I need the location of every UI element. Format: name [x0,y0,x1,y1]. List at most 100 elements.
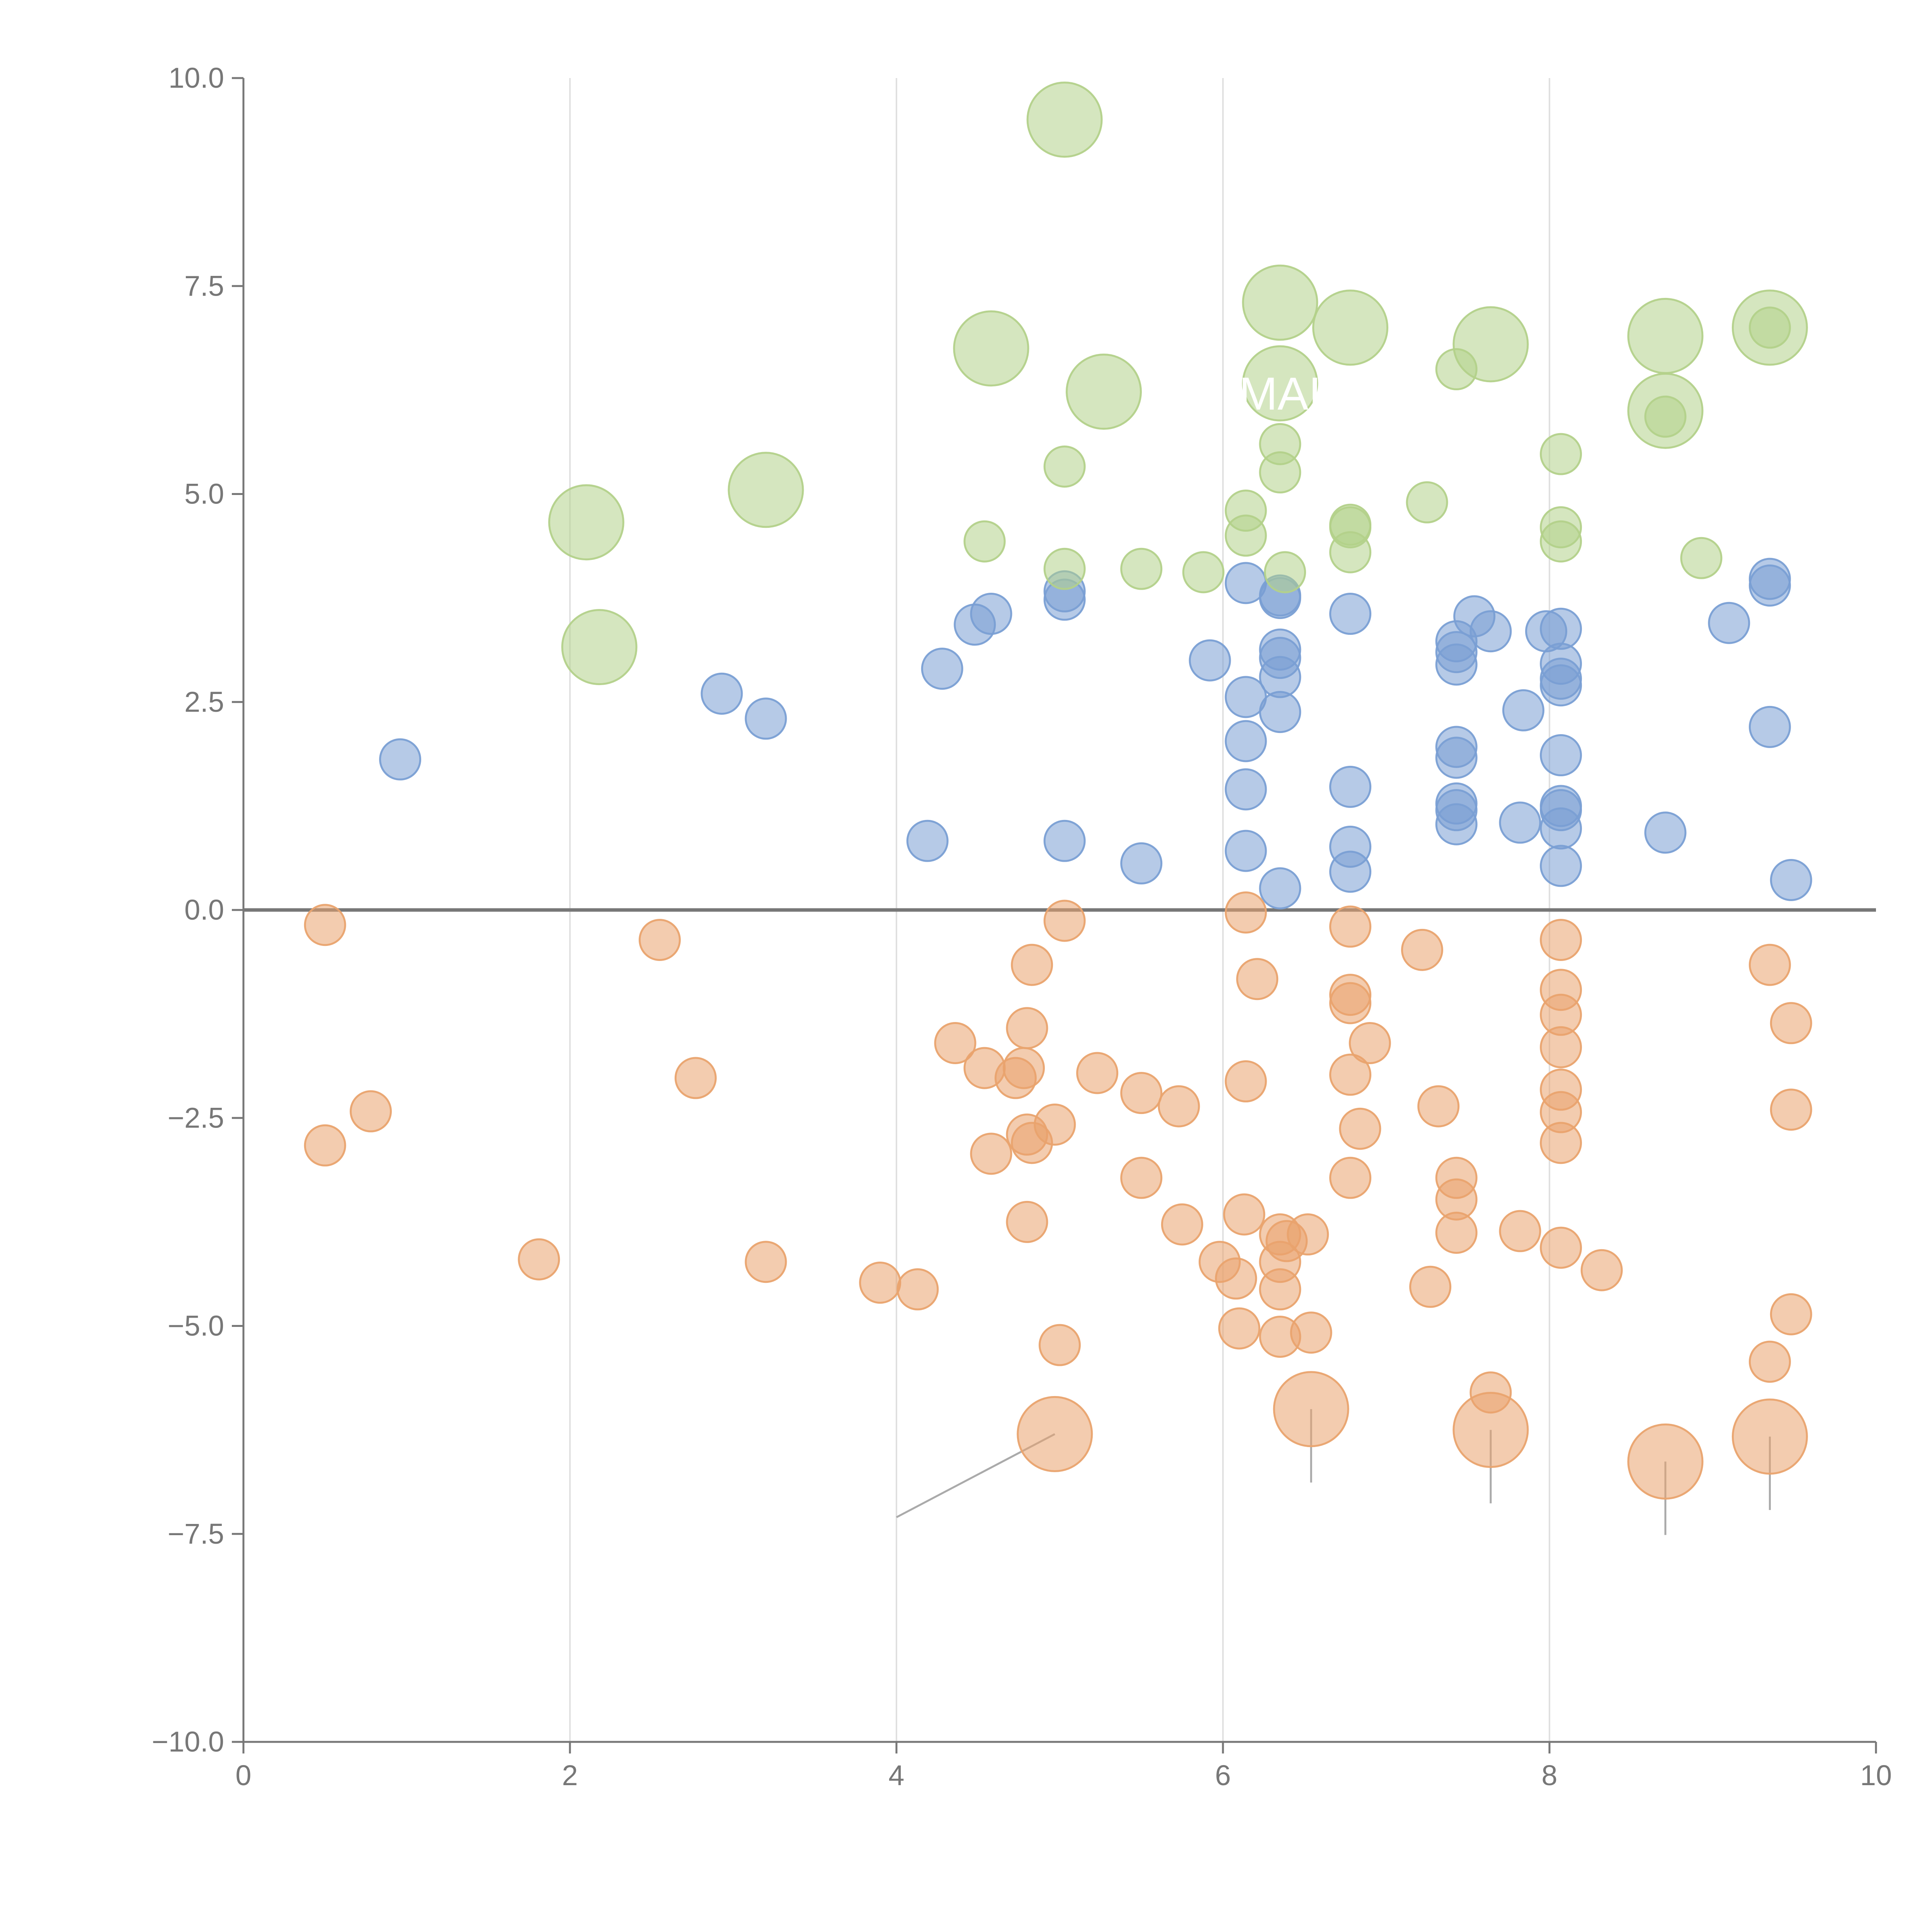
point-orange [1771,1003,1811,1043]
point-orange [1219,1308,1259,1349]
point-green-large [1454,307,1528,381]
point-green [1541,521,1581,561]
point-green-large [1628,299,1702,373]
point-orange [1771,1294,1811,1334]
point-blue [1260,868,1300,908]
point-blue [1436,738,1476,778]
point-orange [1035,1104,1075,1145]
point-orange [675,1058,716,1098]
point-blue [1503,690,1543,730]
point-orange-large [1628,1424,1702,1498]
point-green-large [549,485,623,560]
point-orange [1750,1342,1790,1382]
y-tick-label: 5.0 [184,478,224,510]
point-green-large [729,453,803,527]
point-orange [1541,920,1581,960]
point-orange [1582,1250,1622,1290]
point-blue [1260,692,1300,732]
point-green-large [1313,291,1388,365]
point-blue [1226,721,1266,761]
point-green-large [562,610,636,684]
point-orange [305,905,345,945]
point-blue [907,821,947,861]
point-orange [1350,1023,1390,1063]
point-blue [702,673,742,714]
annotation-labels: MAI LE [1239,368,1798,544]
point-orange [1418,1086,1459,1126]
point-orange-large [1733,1400,1807,1474]
point-green [1265,552,1305,592]
point-orange [1237,959,1277,999]
x-tick-label: 0 [235,1759,251,1791]
y-tick-label: 7.5 [184,270,224,302]
point-orange [351,1091,391,1131]
point-orange [1216,1259,1256,1299]
data-points [305,83,1811,1499]
point-green [1044,549,1085,589]
point-blue [1330,767,1371,807]
point-blue [1645,813,1685,853]
point-orange [1291,1313,1331,1353]
point-blue [1500,803,1540,843]
point-green [1541,434,1581,474]
point-blue [380,739,420,779]
point-orange [1402,930,1442,970]
point-green-large [1067,355,1141,429]
point-green [1681,538,1721,578]
point-blue [1330,594,1371,634]
point-blue [746,699,786,739]
point-blue [922,649,962,689]
point-blue [1471,611,1511,651]
point-green-large [954,311,1028,386]
point-orange [1500,1211,1540,1251]
point-blue [1750,707,1790,747]
point-orange-large [1274,1372,1348,1446]
point-orange [1340,1109,1380,1149]
point-orange [1012,945,1052,985]
point-green-large [1243,265,1317,340]
point-orange-large [1018,1397,1092,1471]
point-orange [639,920,680,960]
point-blue [1330,852,1371,892]
point-blue [1541,808,1581,849]
point-green [1044,446,1085,486]
y-tick-label: 10.0 [168,62,224,94]
point-orange [1007,1008,1047,1048]
point-orange [1121,1158,1162,1198]
point-green [1330,532,1371,572]
point-orange [1044,901,1085,941]
point-orange [1541,1228,1581,1268]
point-orange [1541,1123,1581,1163]
y-tick-label: 0.0 [184,894,224,926]
point-green [964,521,1005,561]
point-blue [1541,735,1581,776]
point-orange [1330,983,1371,1023]
point-orange [1330,1158,1371,1198]
point-orange [898,1269,938,1310]
point-orange [1121,1073,1162,1113]
chart-canvas: MAILE 10.07.55.02.50.0−2.5−5.0−7.5−10.00… [0,0,1932,1932]
point-orange [1288,1214,1328,1255]
x-tick-label: 4 [888,1759,904,1791]
point-orange [1162,1204,1202,1245]
x-tick-label: 6 [1215,1759,1231,1791]
point-blue [1709,603,1749,643]
annotation-label: MAI [1239,368,1321,420]
x-tick-label: 8 [1541,1759,1557,1791]
point-orange-large [1454,1393,1528,1467]
point-green-large [1733,291,1807,365]
scatter-chart: MAI LE 10.0 7.5 5.0 2.5 0.0 −2.5 −5.0 −7.5 −10.0 0… [0,0,1932,1932]
point-orange [1771,1090,1811,1130]
point-orange [305,1125,345,1165]
x-tick-label: 10 [1860,1759,1892,1791]
leader-lines [586,93,1781,1535]
y-tick-label: −2.5 [168,1102,224,1134]
point-blue [1190,640,1230,680]
point-orange [1224,1194,1264,1235]
point-blue [1771,860,1811,900]
point-blue [1541,665,1581,706]
point-orange [1330,906,1371,947]
point-green [1183,552,1223,592]
y-tick-label: −5.0 [168,1310,224,1342]
point-orange [1541,1027,1581,1067]
